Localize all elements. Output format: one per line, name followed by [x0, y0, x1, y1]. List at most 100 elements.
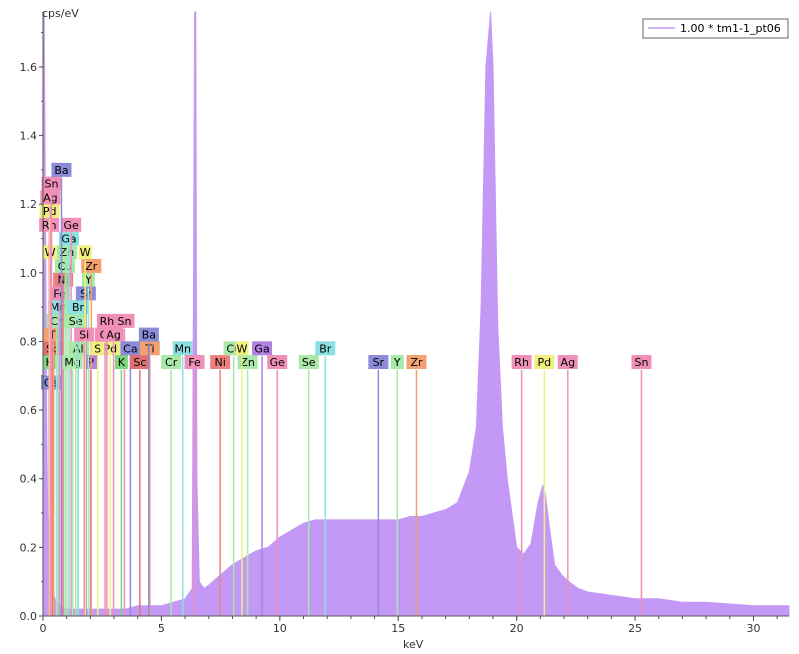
- element-label-rh: Rh: [96, 313, 117, 328]
- element-label-ag: Ag: [40, 190, 61, 205]
- element-label-bg: [511, 355, 532, 370]
- element-label-text: Ga: [61, 233, 76, 246]
- element-label-sn: Sn: [114, 313, 135, 328]
- x-tick-label: 0: [40, 622, 47, 635]
- element-label-text: Ag: [43, 191, 58, 204]
- y-tick-label: 0.4: [20, 473, 38, 486]
- element-label-sc: Sc: [129, 355, 150, 370]
- x-tick-label: 15: [391, 622, 405, 635]
- element-label-bg: [267, 355, 288, 370]
- element-label-ag: Ag: [557, 355, 578, 370]
- element-label-ge: Ge: [61, 217, 82, 232]
- element-label-bg: [368, 355, 389, 370]
- element-label-text: K: [118, 356, 126, 369]
- legend-box: [642, 18, 789, 39]
- element-label-w: W: [78, 245, 92, 260]
- x-tick-label: 25: [628, 622, 642, 635]
- element-label-bg: [161, 355, 182, 370]
- element-label-se: Se: [65, 313, 86, 328]
- y-tick-label: 0.2: [20, 541, 38, 554]
- element-label-se: Se: [298, 355, 319, 370]
- element-label-br: Br: [68, 300, 89, 315]
- y-tick-label: 0.0: [20, 610, 38, 623]
- element-label-bg: [172, 341, 193, 356]
- element-label-text: Mg: [64, 356, 80, 369]
- element-label-bg: [210, 355, 231, 370]
- element-label-text: Mn: [50, 301, 66, 314]
- element-label-mn: Mn: [172, 341, 193, 356]
- element-label-text: Sr: [80, 287, 92, 300]
- element-label-zn: Zn: [56, 245, 77, 260]
- element-label-text: Zr: [410, 356, 423, 369]
- element-label-bg: [65, 313, 86, 328]
- element-label-text: Pd: [538, 356, 552, 369]
- element-label-text: Y: [84, 274, 92, 287]
- element-label-text: Ca: [123, 342, 137, 355]
- element-label-text: Rh: [100, 315, 115, 328]
- element-label-zn: Zn: [237, 355, 258, 370]
- element-label-cu: Cu: [55, 258, 76, 273]
- element-label-ca: Ca: [120, 341, 141, 356]
- element-label-bg: [68, 300, 89, 315]
- element-label-bg: [51, 162, 72, 177]
- element-label-text: Ba: [54, 164, 68, 177]
- element-label-bg: [557, 355, 578, 370]
- element-label-bg: [103, 327, 124, 342]
- element-label-ga: Ga: [59, 231, 80, 246]
- legend: 1.00 * tm1-1_pt06: [642, 18, 789, 39]
- element-label-bg: [53, 272, 74, 287]
- element-label-text: Ag: [106, 329, 121, 342]
- element-label-bg: [406, 355, 427, 370]
- element-label-text: Ni: [214, 356, 225, 369]
- element-label-br: Br: [315, 341, 336, 356]
- element-label-bg: [138, 327, 159, 342]
- element-label-ti: Ti: [43, 327, 64, 342]
- element-label-bg: [81, 258, 102, 273]
- x-tick-label: 20: [510, 622, 524, 635]
- element-label-fe: Fe: [184, 355, 205, 370]
- element-label-bg: [114, 313, 135, 328]
- element-label-text: Ti: [48, 329, 58, 342]
- element-label-text: Mn: [174, 342, 190, 355]
- element-label-bg: [114, 355, 128, 370]
- y-tick-label: 0.8: [20, 335, 38, 348]
- element-label-bg: [61, 217, 82, 232]
- x-tick-label: 30: [746, 622, 760, 635]
- element-label-text: Ge: [64, 219, 80, 232]
- element-label-ag: Ag: [103, 327, 124, 342]
- element-label-text: Se: [69, 315, 83, 328]
- element-label-bg: [298, 355, 319, 370]
- element-label-ni: Ni: [53, 272, 74, 287]
- element-label-text: Ge: [270, 356, 286, 369]
- element-label-ba: Ba: [138, 327, 159, 342]
- element-label-sn: Sn: [41, 176, 62, 191]
- element-label-ni: Ni: [210, 355, 231, 370]
- y-tick-label: 1.2: [20, 198, 38, 211]
- y-tick-label: 1.4: [20, 130, 38, 143]
- element-label-zr: Zr: [406, 355, 427, 370]
- element-label-text: Cu: [58, 260, 73, 273]
- element-label-bg: [235, 341, 249, 356]
- element-label-text: Br: [319, 342, 332, 355]
- element-label-bg: [252, 341, 273, 356]
- element-label-text: Y: [393, 356, 401, 369]
- element-label-bg: [40, 190, 61, 205]
- element-label-text: Zn: [240, 356, 255, 369]
- plot-area: CaKScTiCrMnFeNiCuWZnGaRhGePdAgSnBaMgAlPS…: [39, 11, 790, 617]
- element-label-text: Fe: [53, 287, 66, 300]
- element-label-sr: Sr: [368, 355, 389, 370]
- element-label-text: Ag: [561, 356, 576, 369]
- element-label-text: Cr: [165, 356, 178, 369]
- element-label-ba: Ba: [51, 162, 72, 177]
- element-label-pd: Pd: [534, 355, 555, 370]
- element-label-text: Br: [72, 301, 85, 314]
- element-label-text: Se: [302, 356, 316, 369]
- element-label-y: Y: [81, 272, 95, 287]
- element-label-text: Ni: [57, 274, 68, 287]
- element-label-bg: [139, 341, 160, 356]
- spectrum-series: [42, 11, 790, 617]
- element-label-bg: [55, 258, 76, 273]
- element-label-bg: [534, 355, 555, 370]
- element-label-ge: Ge: [267, 355, 288, 370]
